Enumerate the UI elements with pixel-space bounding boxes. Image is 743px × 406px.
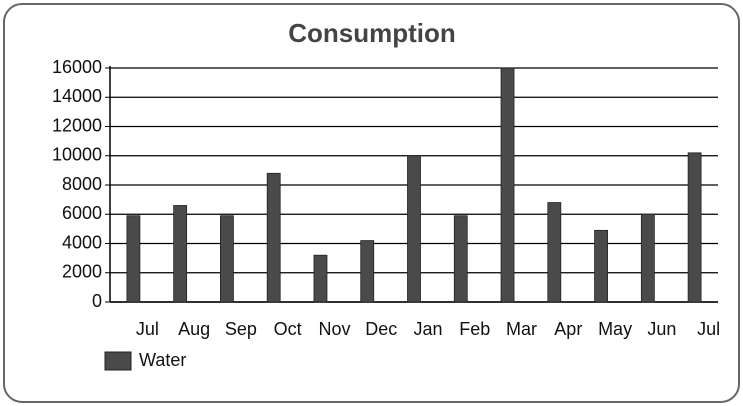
- y-tick-label: 8000: [62, 174, 102, 194]
- y-tick-label: 2000: [62, 262, 102, 282]
- chart-title: Consumption: [288, 18, 456, 48]
- legend-swatch: [104, 351, 132, 371]
- x-tick-label: Jul: [136, 319, 159, 339]
- bar: [173, 205, 188, 303]
- y-tick-label: 16000: [52, 57, 102, 77]
- x-tick-label: Dec: [365, 319, 397, 339]
- x-tick-label: May: [598, 319, 632, 339]
- bar: [126, 215, 141, 303]
- y-tick-label: 12000: [52, 115, 102, 135]
- y-tick-label: 14000: [52, 86, 102, 106]
- y-tick-label: 6000: [62, 203, 102, 223]
- x-tick-label: Sep: [225, 319, 257, 339]
- legend-label: Water: [139, 350, 186, 370]
- bar: [500, 67, 515, 303]
- bar: [360, 240, 375, 303]
- y-tick-label: 10000: [52, 145, 102, 165]
- x-tick-label: Jun: [647, 319, 676, 339]
- bar: [220, 215, 234, 303]
- y-tick-label: 4000: [62, 232, 102, 252]
- bar: [453, 215, 468, 303]
- bar: [407, 155, 421, 303]
- bar: [313, 254, 328, 303]
- x-tick-label: Mar: [506, 319, 537, 339]
- bar: [687, 152, 702, 303]
- x-tick-label: Jul: [697, 319, 720, 339]
- bar: [640, 213, 655, 303]
- x-tick-label: Aug: [178, 319, 210, 339]
- x-tick-label: Apr: [554, 319, 582, 339]
- x-tick-label: Feb: [459, 319, 490, 339]
- x-tick-label: Oct: [274, 319, 302, 339]
- x-tick-label: Nov: [318, 319, 350, 339]
- bar: [547, 202, 562, 303]
- x-tick-label: Jan: [413, 319, 442, 339]
- bar: [266, 172, 281, 303]
- chart-frame: [3, 3, 740, 403]
- y-tick-label: 0: [92, 291, 102, 311]
- bar: [594, 229, 608, 303]
